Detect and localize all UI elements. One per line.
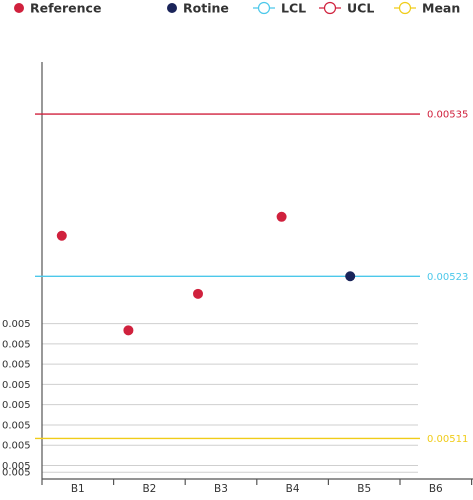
x-tick-label-b1: B1 xyxy=(71,483,85,495)
legend-marker-rotine xyxy=(167,3,177,13)
reference-lines: 0.00535 0.00523 0.00511 xyxy=(35,110,468,445)
y-tick-label-5: 0.005 xyxy=(2,380,31,391)
point-rotine-b5[interactable] xyxy=(345,271,356,282)
y-tick-label-6: 0.005 xyxy=(2,360,31,371)
legend-marker-lcl xyxy=(257,1,271,15)
legend-item-lcl[interactable]: LCL xyxy=(253,1,306,16)
y-tick-label-2: 0.005 xyxy=(2,441,31,452)
legend-item-reference[interactable]: Reference xyxy=(14,1,101,16)
ref-line-label-mean: 0.00511 xyxy=(427,434,468,445)
legend: Reference Rotine LCL UCL Mean xyxy=(14,1,460,16)
data-points xyxy=(56,211,356,336)
x-tick-label-b6: B6 xyxy=(429,483,443,495)
y-tick-label-3: 0.005 xyxy=(2,420,31,431)
x-tick-label-b5: B5 xyxy=(357,483,371,495)
point-reference-b3[interactable] xyxy=(193,288,203,299)
y-tick-label-7: 0.005 xyxy=(2,339,31,350)
legend-label-reference: Reference xyxy=(30,1,101,16)
legend-label-ucl: UCL xyxy=(347,1,374,16)
legend-label-rotine: Rotine xyxy=(183,1,229,16)
legend-marker-ucl xyxy=(323,1,337,15)
legend-label-mean: Mean xyxy=(422,1,460,16)
point-reference-b4[interactable] xyxy=(276,211,287,222)
axes xyxy=(41,62,473,485)
x-tick-label-b2: B2 xyxy=(142,483,156,495)
y-tick-label-0: 0.005 xyxy=(2,468,31,479)
ref-line-label-lcl: 0.00523 xyxy=(427,272,468,283)
legend-marker-reference xyxy=(14,3,24,13)
point-reference-b1[interactable] xyxy=(56,230,67,241)
grid xyxy=(42,323,418,473)
legend-marker-mean xyxy=(398,1,412,15)
y-tick-label-8: 0.005 xyxy=(2,319,31,330)
y-tick-label-1: 0.005 xyxy=(2,461,31,472)
legend-item-ucl[interactable]: UCL xyxy=(319,1,374,16)
ref-line-label-ucl: 0.00535 xyxy=(427,110,468,121)
legend-label-lcl: LCL xyxy=(281,1,306,16)
legend-item-rotine[interactable]: Rotine xyxy=(167,1,229,16)
x-tick-labels: B1 B2 B3 B4 B5 B6 xyxy=(71,483,443,495)
x-tick-label-b4: B4 xyxy=(286,483,300,495)
y-tick-label-4: 0.005 xyxy=(2,400,31,411)
y-tick-labels: 0.0050.0050.0050.0050.0050.0050.0050.005… xyxy=(2,319,31,479)
legend-item-mean[interactable]: Mean xyxy=(394,1,460,16)
x-tick-label-b3: B3 xyxy=(214,483,228,495)
point-reference-b2[interactable] xyxy=(123,325,134,336)
